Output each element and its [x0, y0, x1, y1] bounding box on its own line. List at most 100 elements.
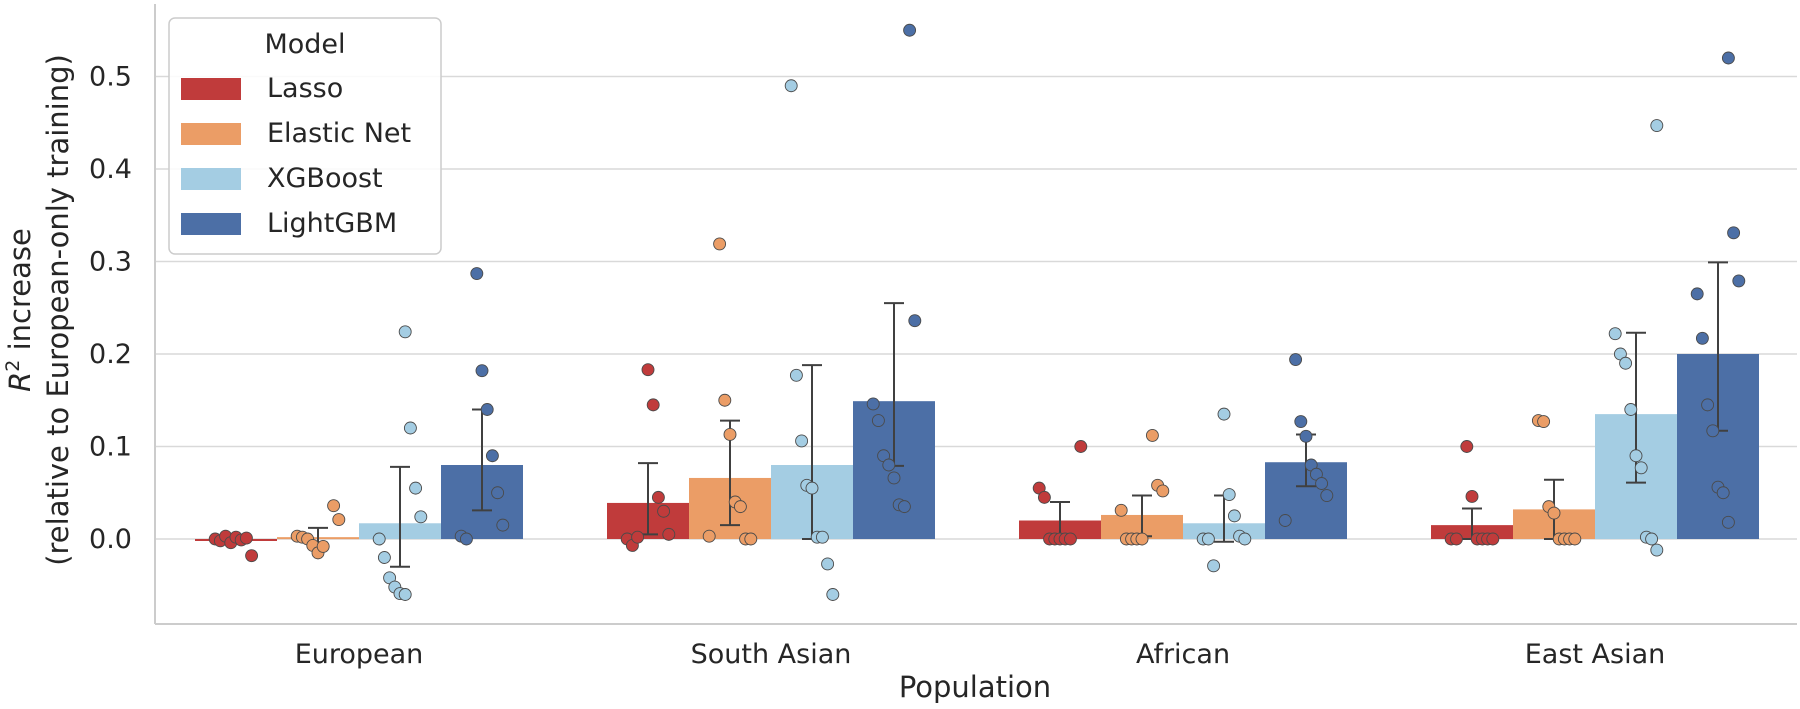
- data-point: [1460, 440, 1474, 453]
- y-axis-label-r: R: [3, 372, 37, 392]
- data-point: [789, 368, 803, 382]
- axes: [154, 4, 1797, 625]
- data-point: [1299, 429, 1313, 443]
- data-point: [1063, 532, 1077, 546]
- data-point: [641, 363, 655, 377]
- data-point: [1645, 532, 1659, 546]
- data-point: [744, 532, 758, 546]
- data-point: [657, 504, 671, 518]
- data-point: [795, 434, 809, 448]
- data-point: [491, 486, 505, 500]
- legend-swatch: [181, 78, 241, 100]
- data-point: [409, 481, 423, 495]
- data-point: [403, 421, 417, 435]
- data-point: [718, 393, 732, 407]
- data-point: [821, 557, 835, 571]
- data-point: [1074, 440, 1088, 453]
- data-point: [882, 458, 896, 472]
- data-point: [459, 532, 473, 546]
- data-point: [485, 449, 499, 463]
- data-point: [1465, 490, 1479, 503]
- y-tick-label: 0.2: [89, 339, 132, 370]
- data-point: [815, 530, 829, 544]
- data-point: [1650, 543, 1664, 557]
- data-point: [631, 530, 645, 544]
- data-point: [713, 237, 727, 251]
- data-point: [871, 414, 885, 428]
- data-point: [662, 527, 676, 541]
- y-axis-label-sup: 2: [2, 360, 24, 372]
- data-point: [1201, 532, 1215, 546]
- y-axis-label: R2 increase (relative to European-only t…: [2, 54, 75, 566]
- legend-swatch: [181, 213, 241, 235]
- legend-label: XGBoost: [267, 163, 383, 194]
- data-point: [1721, 51, 1735, 65]
- data-point: [1629, 449, 1643, 463]
- data-point: [1222, 488, 1236, 502]
- data-point: [723, 428, 737, 441]
- data-point: [398, 325, 412, 339]
- data-point: [1145, 428, 1159, 442]
- data-point: [475, 364, 489, 378]
- data-point: [1156, 484, 1170, 498]
- x-tick-label: European: [295, 639, 424, 670]
- data-point: [245, 549, 259, 563]
- svg-text:R2 increase: R2 increase: [2, 228, 37, 392]
- data-point: [327, 499, 341, 513]
- data-point: [480, 403, 494, 416]
- legend-title: Model: [264, 29, 345, 60]
- data-point: [1315, 477, 1329, 490]
- strip-points: [208, 23, 1746, 601]
- data-point: [239, 531, 253, 545]
- x-ticks: European South Asian African East Asian: [295, 639, 1666, 670]
- data-point: [1278, 514, 1292, 527]
- data-point: [1732, 274, 1746, 288]
- y-ticks: 0.0 0.1 0.2 0.3 0.4 0.5: [89, 62, 132, 556]
- data-point: [702, 529, 716, 543]
- data-point: [1294, 415, 1308, 428]
- data-point: [372, 532, 386, 546]
- data-point: [1727, 226, 1741, 240]
- legend-swatch: [181, 168, 241, 190]
- data-point: [887, 471, 901, 485]
- data-point: [1135, 532, 1149, 546]
- legend: Model Lasso Elastic Net XGBoost LightGBM: [168, 17, 442, 255]
- data-point: [1289, 353, 1303, 366]
- data-point: [1207, 559, 1221, 573]
- data-point: [1238, 532, 1252, 546]
- data-point: [1217, 407, 1231, 421]
- data-point: [1227, 509, 1241, 523]
- data-point: [826, 588, 840, 601]
- data-point: [1486, 532, 1500, 546]
- data-point: [470, 267, 484, 280]
- legend-label: LightGBM: [267, 208, 397, 239]
- data-point: [1706, 424, 1720, 438]
- data-point: [1624, 403, 1638, 416]
- data-point: [1634, 461, 1648, 475]
- data-point: [316, 539, 330, 553]
- data-point: [1701, 398, 1715, 412]
- data-point: [1721, 515, 1735, 529]
- data-point: [332, 513, 346, 527]
- x-axis-label: Population: [899, 670, 1051, 704]
- data-point: [496, 518, 510, 532]
- y-tick-label: 0.5: [89, 62, 132, 93]
- y-axis-label-increase: increase: [3, 228, 37, 359]
- data-point: [1320, 489, 1334, 502]
- legend-frame: [168, 17, 442, 255]
- data-point: [646, 398, 660, 412]
- data-point: [377, 551, 391, 564]
- bars: [195, 354, 1759, 541]
- y-axis-label-line2: (relative to European-only training): [41, 54, 75, 566]
- data-point: [805, 481, 819, 495]
- y-tick-label: 0.4: [89, 154, 132, 185]
- data-point: [897, 500, 911, 514]
- legend-swatch: [181, 123, 241, 145]
- data-point: [1695, 331, 1709, 345]
- data-point: [1537, 415, 1551, 428]
- data-point: [1037, 490, 1051, 504]
- data-point: [1547, 506, 1561, 520]
- data-point: [1716, 486, 1730, 500]
- data-point: [1568, 532, 1582, 546]
- data-point: [414, 510, 428, 524]
